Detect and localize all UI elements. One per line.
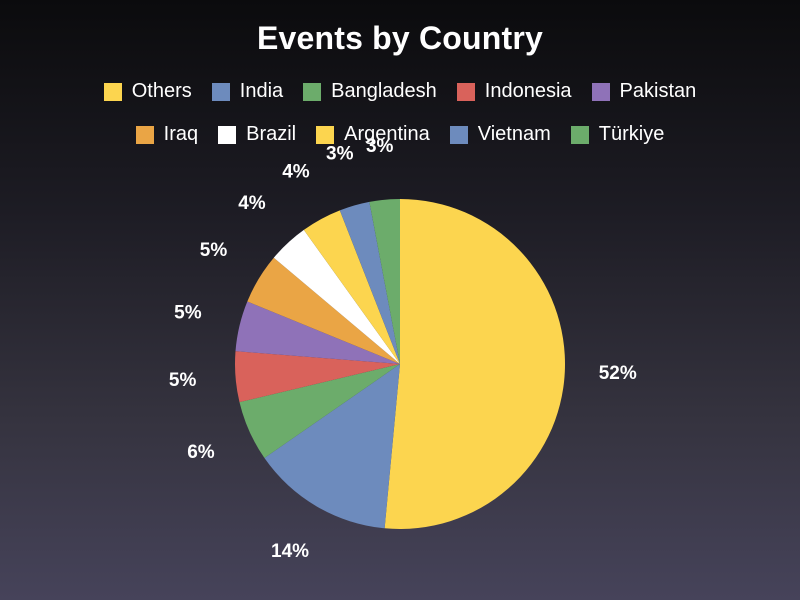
slice-label-others: 52% (599, 363, 637, 384)
legend-swatch-vietnam (449, 125, 468, 144)
legend-item-turkiye[interactable]: Türkiye (570, 123, 665, 146)
legend-swatch-argentina (316, 125, 335, 144)
pie-slice-bangladesh[interactable] (239, 364, 400, 459)
slice-label-vietnam: 3% (326, 144, 354, 165)
legend-swatch-bangladesh (303, 82, 322, 101)
pie-slice-vietnam[interactable] (339, 201, 400, 364)
legend-label-india: India (239, 80, 284, 102)
pie-slice-iraq[interactable] (247, 257, 400, 364)
legend-item-brazil[interactable]: Brazil (218, 123, 296, 146)
pie-slice-indonesia[interactable] (235, 351, 400, 403)
legend-item-vietnam[interactable]: Vietnam (449, 123, 551, 146)
slice-label-brazil: 4% (238, 193, 266, 214)
legend-item-bangladesh[interactable]: Bangladesh (303, 80, 437, 103)
legend-swatch-pakistan (591, 82, 610, 101)
legend-swatch-iraq (135, 125, 154, 144)
legend-label-pakistan: Pakistan (619, 80, 697, 102)
pie-slice-others[interactable] (384, 199, 565, 529)
legend-swatch-india (211, 82, 230, 101)
pie-slice-argentina[interactable] (303, 210, 400, 364)
slice-label-bangladesh: 6% (187, 442, 215, 463)
slice-label-turkiye: 3% (366, 136, 394, 157)
pie-slice-turkiye[interactable] (369, 199, 400, 364)
legend-swatch-indonesia (456, 82, 475, 101)
slice-label-iraq: 5% (200, 240, 228, 261)
slice-label-pakistan: 5% (174, 303, 202, 324)
legend-row-1: Others India Bangladesh Indonesia Pakist… (0, 80, 800, 103)
pie-slice-india[interactable] (264, 364, 400, 529)
legend-item-indonesia[interactable]: Indonesia (456, 80, 572, 103)
pie-slice-pakistan[interactable] (235, 301, 400, 364)
slice-label-argentina: 4% (282, 161, 310, 182)
legend-label-others: Others (131, 80, 192, 102)
legend-item-argentina[interactable]: Argentina (316, 123, 430, 146)
slice-label-indonesia: 5% (169, 370, 197, 391)
legend-item-india[interactable]: India (211, 80, 284, 103)
legend-swatch-others (103, 82, 122, 101)
legend-label-vietnam: Vietnam (477, 123, 551, 145)
chart-title: Events by Country (256, 20, 544, 56)
legend-label-turkiye: Türkiye (598, 123, 665, 145)
legend-item-others[interactable]: Others (103, 80, 192, 103)
legend-label-bangladesh: Bangladesh (331, 80, 437, 102)
legend-label-brazil: Brazil (246, 123, 297, 145)
slice-label-india: 14% (271, 541, 309, 562)
legend-item-pakistan[interactable]: Pakistan (591, 80, 697, 103)
pie-slice-brazil[interactable] (273, 229, 400, 364)
legend-item-iraq[interactable]: Iraq (135, 123, 199, 146)
legend-label-argentina: Argentina (344, 123, 430, 145)
legend-row-2: Iraq Brazil Argentina Vietnam Türkiye (0, 123, 800, 146)
legend-swatch-turkiye (570, 125, 589, 144)
legend-label-iraq: Iraq (163, 123, 199, 145)
legend-swatch-brazil (218, 125, 237, 144)
legend-label-indonesia: Indonesia (484, 80, 572, 102)
